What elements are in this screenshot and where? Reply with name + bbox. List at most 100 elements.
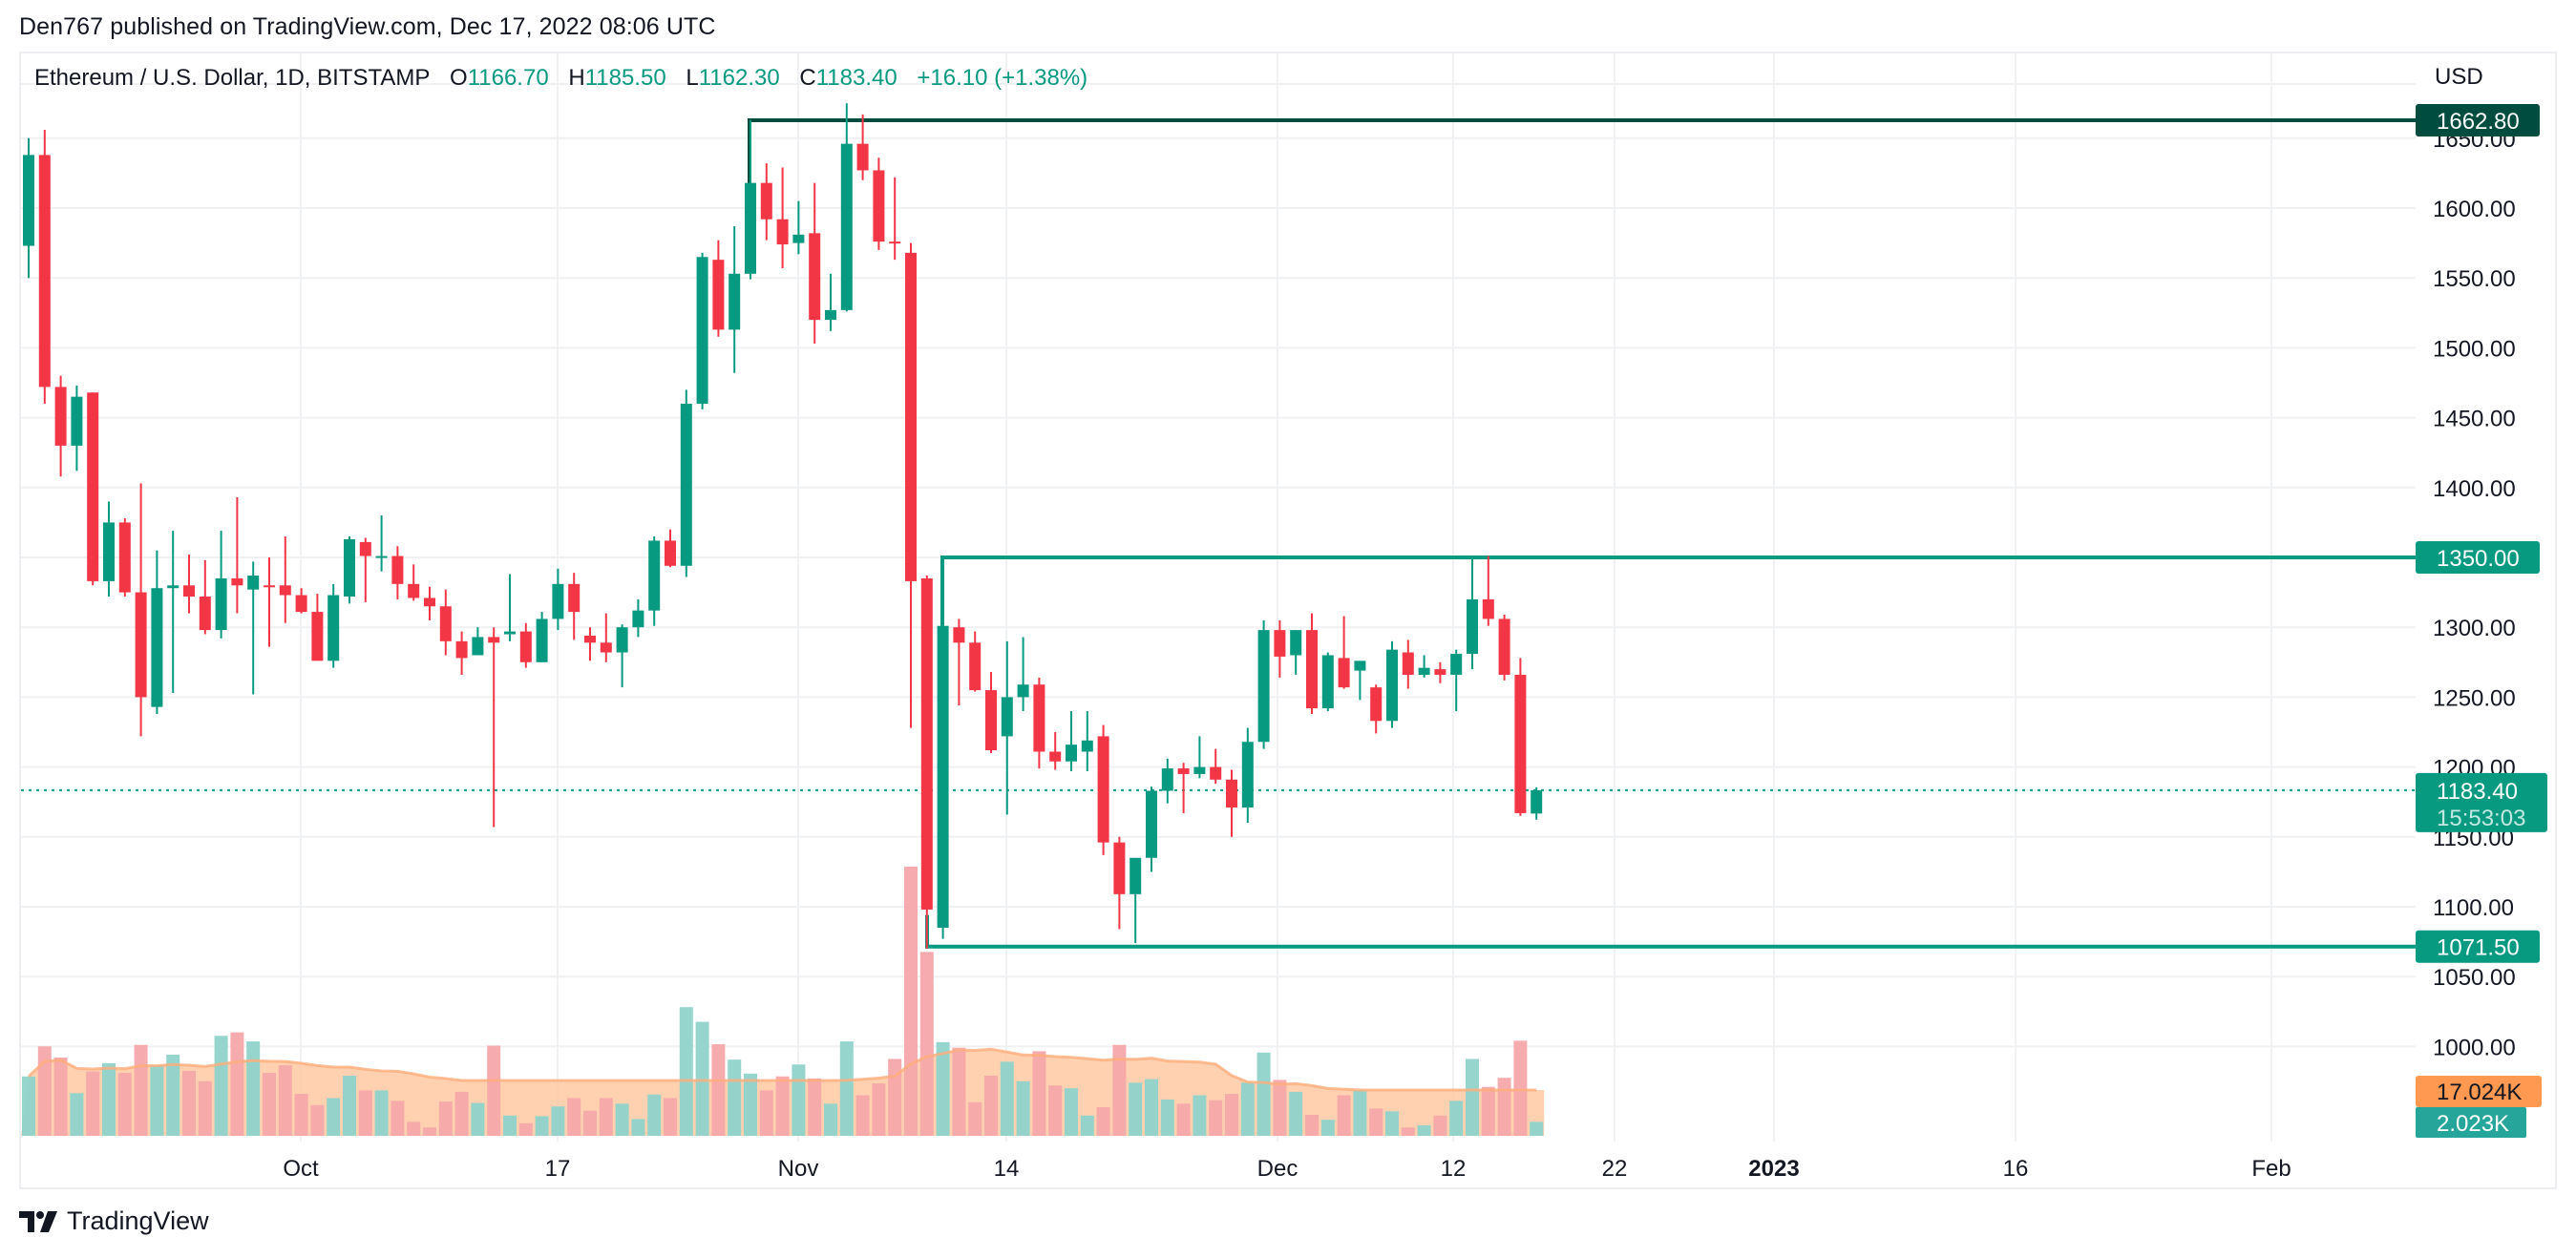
- candle-body[interactable]: [1450, 654, 1463, 675]
- candle-body[interactable]: [519, 631, 532, 662]
- candle-body[interactable]: [391, 556, 404, 584]
- candle-body[interactable]: [552, 583, 564, 619]
- candle-body[interactable]: [1386, 649, 1398, 722]
- candle-body[interactable]: [1467, 598, 1478, 655]
- candle-body[interactable]: [1257, 630, 1270, 743]
- candle-body[interactable]: [856, 143, 869, 171]
- candle-body[interactable]: [215, 577, 227, 631]
- candle-body[interactable]: [439, 606, 452, 641]
- candle-body[interactable]: [279, 585, 291, 596]
- candle-body[interactable]: [488, 637, 500, 643]
- candle-body[interactable]: [1290, 630, 1302, 656]
- candle-body[interactable]: [985, 690, 997, 751]
- candle-body[interactable]: [920, 577, 933, 910]
- candle-body[interactable]: [760, 182, 772, 220]
- candle-body[interactable]: [969, 642, 982, 691]
- candle-body[interactable]: [776, 219, 789, 245]
- candle-body[interactable]: [648, 540, 661, 611]
- resistance-line-1662[interactable]: [748, 118, 2416, 267]
- candle-body[interactable]: [600, 642, 612, 653]
- candle-body[interactable]: [23, 155, 34, 246]
- candle-body[interactable]: [873, 170, 885, 242]
- candle-body[interactable]: [1434, 669, 1446, 675]
- candle-body[interactable]: [1321, 655, 1334, 709]
- candle-body[interactable]: [616, 627, 628, 653]
- candle-body[interactable]: [1210, 766, 1222, 780]
- candle-body[interactable]: [1033, 684, 1045, 752]
- candle-body[interactable]: [840, 143, 853, 310]
- candle-body[interactable]: [54, 387, 67, 446]
- candle-body[interactable]: [1113, 842, 1126, 894]
- candle-body[interactable]: [231, 577, 243, 586]
- candle-body[interactable]: [199, 596, 211, 631]
- candle-body[interactable]: [1482, 598, 1494, 619]
- candle-body[interactable]: [889, 241, 901, 244]
- candle-body[interactable]: [1049, 751, 1062, 762]
- candle-body[interactable]: [1130, 857, 1142, 894]
- candle-body[interactable]: [1193, 766, 1206, 774]
- candle-body[interactable]: [745, 182, 756, 274]
- candle-body[interactable]: [1097, 736, 1109, 843]
- candle-body[interactable]: [568, 583, 581, 613]
- candle-body[interactable]: [264, 585, 275, 588]
- candle-body[interactable]: [71, 396, 83, 446]
- candle-body[interactable]: [632, 610, 644, 628]
- candle-body[interactable]: [103, 522, 115, 581]
- candle-body[interactable]: [1354, 660, 1366, 671]
- candle-body[interactable]: [665, 540, 676, 566]
- candle-body[interactable]: [1306, 630, 1318, 709]
- candle-body[interactable]: [1531, 789, 1543, 814]
- candle-body[interactable]: [247, 576, 260, 590]
- candle-body[interactable]: [1241, 742, 1254, 808]
- candle-body[interactable]: [408, 583, 420, 598]
- candle-body[interactable]: [472, 637, 484, 656]
- candle-body[interactable]: [135, 592, 147, 698]
- tradingview-branding[interactable]: TradingView: [19, 1206, 209, 1236]
- candle-body[interactable]: [1226, 779, 1237, 808]
- candle-body[interactable]: [1514, 674, 1527, 813]
- candle-body[interactable]: [728, 273, 741, 330]
- candle-body[interactable]: [825, 309, 836, 321]
- resistance-line-1350[interactable]: [940, 556, 2416, 628]
- candle-body[interactable]: [151, 588, 163, 707]
- candle-body[interactable]: [1146, 790, 1157, 858]
- candle-body[interactable]: [536, 619, 548, 662]
- candle-body[interactable]: [1177, 768, 1190, 774]
- candle-body[interactable]: [1418, 667, 1430, 675]
- candle-body[interactable]: [38, 155, 51, 388]
- candle-body[interactable]: [937, 625, 949, 928]
- candle-body[interactable]: [1338, 658, 1350, 688]
- candle-body[interactable]: [1370, 687, 1383, 722]
- candle-body[interactable]: [584, 635, 596, 643]
- support-line-1071[interactable]: [925, 914, 2416, 949]
- candle-body[interactable]: [327, 595, 340, 661]
- candle-body[interactable]: [359, 541, 371, 556]
- candle-body[interactable]: [712, 260, 725, 330]
- candle-body[interactable]: [1161, 768, 1173, 791]
- candle-body[interactable]: [344, 538, 355, 597]
- candle-body[interactable]: [680, 403, 692, 566]
- candle-body[interactable]: [1081, 740, 1093, 752]
- candle-body[interactable]: [455, 640, 468, 659]
- candle-body[interactable]: [311, 612, 324, 661]
- candle-body[interactable]: [809, 233, 821, 321]
- candle-body[interactable]: [905, 252, 917, 581]
- candle-body[interactable]: [424, 598, 435, 607]
- candle-body[interactable]: [1402, 652, 1414, 675]
- candle-body[interactable]: [375, 556, 388, 558]
- candle-body[interactable]: [1274, 630, 1286, 657]
- candle-body[interactable]: [167, 585, 179, 589]
- candle-body[interactable]: [1017, 684, 1029, 698]
- candle-body[interactable]: [696, 257, 708, 404]
- candle-body[interactable]: [183, 585, 195, 597]
- candle-body[interactable]: [295, 595, 307, 613]
- candle-body[interactable]: [792, 234, 805, 243]
- candle-body[interactable]: [953, 627, 965, 643]
- candle-body[interactable]: [87, 392, 99, 581]
- candle-body[interactable]: [118, 522, 131, 593]
- candle-body[interactable]: [1066, 744, 1077, 762]
- candle-body[interactable]: [1001, 697, 1013, 737]
- candle-body[interactable]: [1498, 619, 1510, 675]
- candle-body[interactable]: [504, 631, 516, 635]
